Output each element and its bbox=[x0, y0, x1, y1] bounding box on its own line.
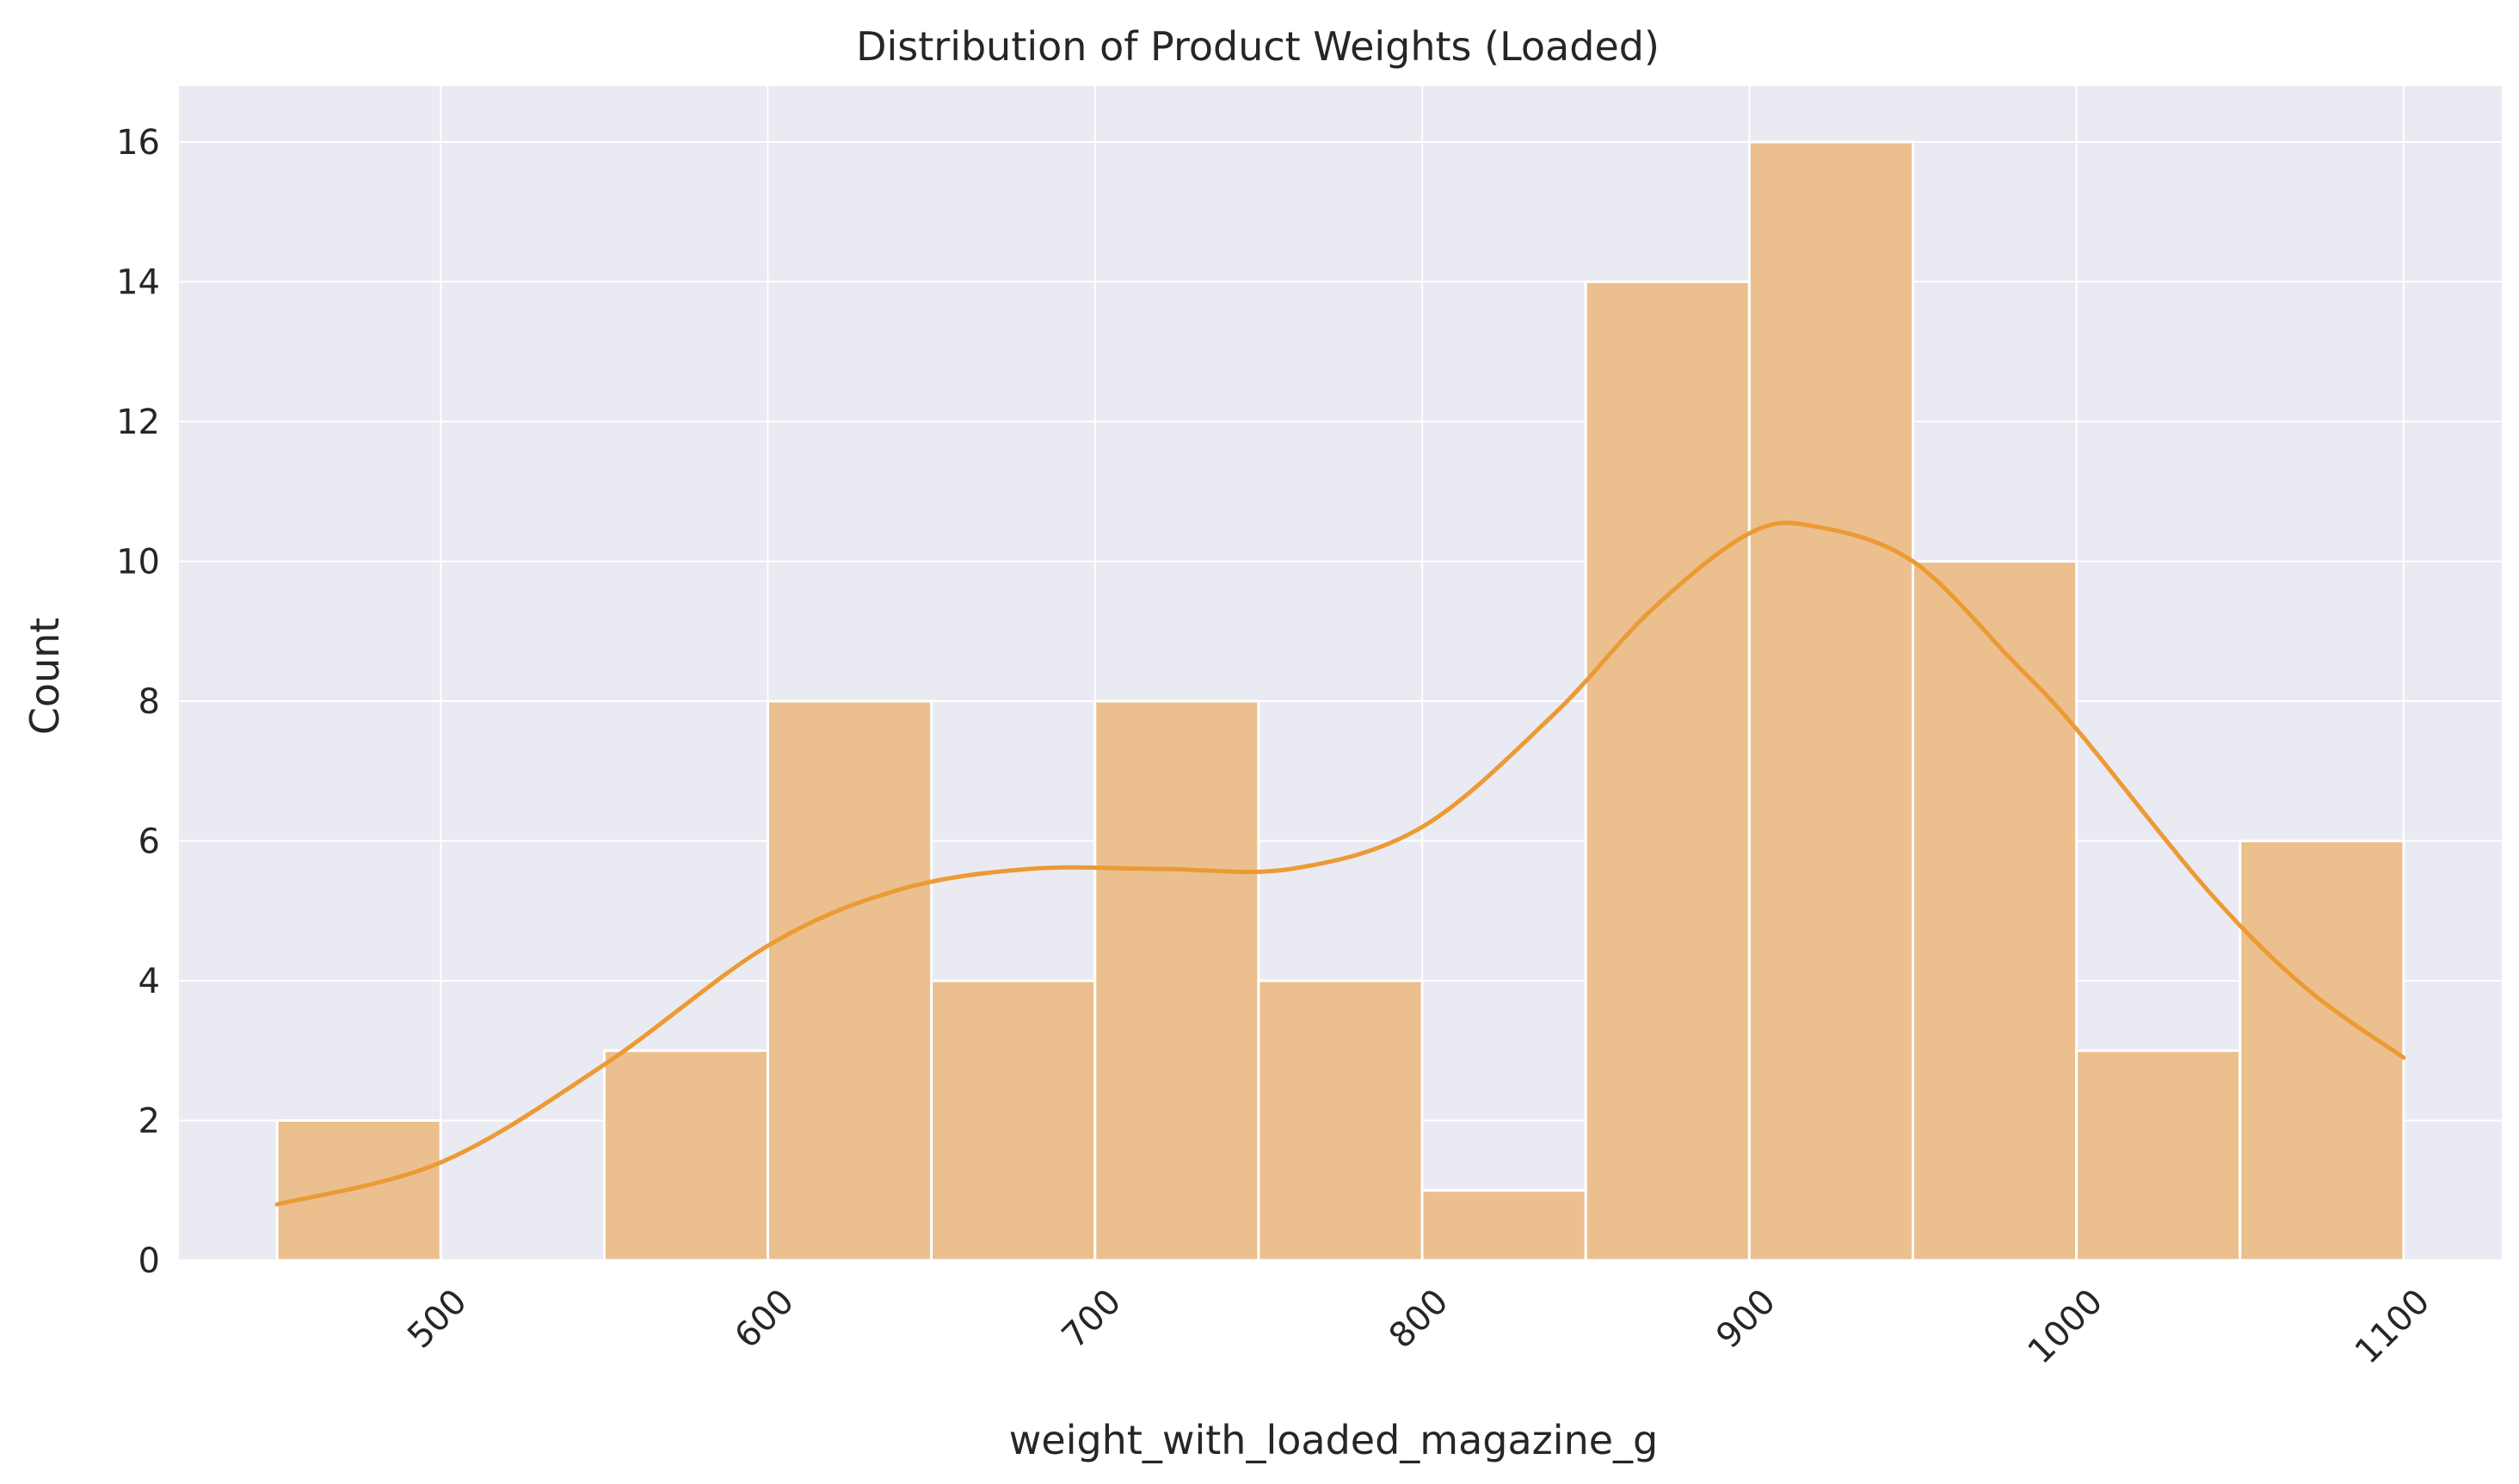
x-tick-label: 700 bbox=[1055, 1282, 1130, 1357]
histogram-bar bbox=[602, 1049, 770, 1262]
x-tick-label: 900 bbox=[1709, 1282, 1783, 1357]
y-tick-label: 4 bbox=[139, 962, 160, 1001]
y-tick-label: 0 bbox=[139, 1241, 160, 1281]
kde-layer bbox=[274, 520, 2406, 1207]
y-tick-label: 16 bbox=[116, 123, 160, 163]
y-tick-label: 2 bbox=[139, 1102, 160, 1142]
x-axis-ticks: 500 600 700 800 900 1000 1100 bbox=[400, 1282, 2437, 1372]
histogram-bar bbox=[2239, 840, 2405, 1262]
x-tick-label: 1000 bbox=[2021, 1282, 2111, 1372]
y-axis-ticks: 0 2 4 6 8 10 12 14 16 bbox=[116, 123, 160, 1281]
chart-title: Distribution of Product Weights (Loaded) bbox=[856, 23, 1660, 70]
histogram-bar bbox=[767, 699, 933, 1262]
histogram-bar bbox=[1093, 699, 1260, 1262]
y-tick-label: 10 bbox=[116, 543, 160, 582]
y-tick-label: 8 bbox=[139, 682, 160, 722]
histogram-bar bbox=[1584, 280, 1751, 1262]
x-tick-label: 1100 bbox=[2348, 1282, 2438, 1372]
histogram-bar bbox=[2075, 1049, 2242, 1262]
histogram-bar bbox=[1911, 560, 2079, 1262]
histogram-bar bbox=[1420, 1189, 1587, 1262]
y-tick-label: 6 bbox=[139, 822, 160, 862]
histogram-bars bbox=[275, 140, 2405, 1262]
x-tick-label: 800 bbox=[1382, 1282, 1457, 1357]
x-tick-label: 600 bbox=[727, 1282, 802, 1357]
y-tick-label: 14 bbox=[116, 263, 160, 303]
kde-curve bbox=[274, 520, 2406, 1207]
histogram-bar bbox=[1747, 140, 1914, 1262]
x-tick-label: 500 bbox=[400, 1282, 475, 1357]
histogram-bar bbox=[930, 979, 1097, 1262]
x-axis-label: weight_with_loaded_magazine_g bbox=[1009, 1417, 1658, 1463]
histogram-bar bbox=[275, 1119, 442, 1262]
y-tick-label: 12 bbox=[116, 403, 160, 442]
histogram-bar bbox=[1257, 979, 1424, 1262]
y-axis-label: Count bbox=[22, 618, 68, 736]
